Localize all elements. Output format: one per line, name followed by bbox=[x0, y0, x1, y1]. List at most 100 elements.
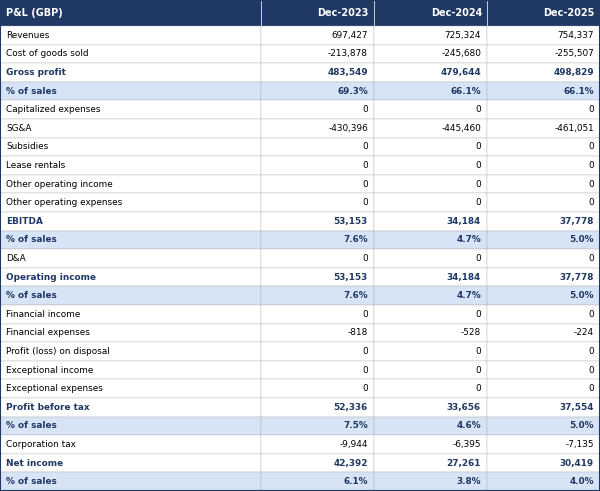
Bar bbox=[0, 342, 261, 361]
Bar bbox=[261, 175, 374, 193]
Bar bbox=[0, 398, 261, 416]
Text: 0: 0 bbox=[589, 105, 594, 114]
Text: % of sales: % of sales bbox=[6, 291, 57, 300]
Bar bbox=[374, 435, 487, 454]
Text: 0: 0 bbox=[589, 254, 594, 263]
Text: Operating income: Operating income bbox=[6, 273, 96, 282]
Bar bbox=[261, 286, 374, 305]
Bar bbox=[374, 175, 487, 193]
Bar bbox=[374, 0, 487, 26]
Text: 0: 0 bbox=[362, 198, 368, 207]
Bar bbox=[0, 63, 261, 82]
Text: 34,184: 34,184 bbox=[447, 217, 481, 226]
Bar bbox=[0, 324, 261, 342]
Bar bbox=[0, 82, 261, 100]
Text: Revenues: Revenues bbox=[6, 31, 49, 40]
Text: -6,395: -6,395 bbox=[452, 440, 481, 449]
Bar bbox=[0, 45, 261, 63]
Bar bbox=[487, 175, 600, 193]
Bar bbox=[487, 82, 600, 100]
Bar bbox=[0, 268, 261, 286]
Bar bbox=[0, 0, 261, 26]
Bar bbox=[374, 100, 487, 119]
Text: 53,153: 53,153 bbox=[334, 217, 368, 226]
Text: Subsidies: Subsidies bbox=[6, 142, 48, 151]
Bar bbox=[0, 212, 261, 231]
Bar bbox=[261, 361, 374, 380]
Bar bbox=[374, 416, 487, 435]
Text: -224: -224 bbox=[574, 328, 594, 337]
Text: 0: 0 bbox=[362, 142, 368, 151]
Text: 66.1%: 66.1% bbox=[451, 86, 481, 96]
Text: Financial expenses: Financial expenses bbox=[6, 328, 90, 337]
Text: % of sales: % of sales bbox=[6, 477, 57, 486]
Bar bbox=[261, 324, 374, 342]
Text: 4.0%: 4.0% bbox=[569, 477, 594, 486]
Text: 4.7%: 4.7% bbox=[456, 291, 481, 300]
Bar bbox=[374, 286, 487, 305]
Text: Lease rentals: Lease rentals bbox=[6, 161, 65, 170]
Bar bbox=[487, 249, 600, 268]
Text: Corporation tax: Corporation tax bbox=[6, 440, 76, 449]
Bar bbox=[487, 398, 600, 416]
Text: Other operating income: Other operating income bbox=[6, 180, 113, 189]
Bar bbox=[0, 249, 261, 268]
Text: Dec-2025: Dec-2025 bbox=[544, 8, 595, 18]
Bar bbox=[261, 26, 374, 45]
Text: Net income: Net income bbox=[6, 459, 63, 467]
Text: 7.6%: 7.6% bbox=[343, 235, 368, 245]
Text: 725,324: 725,324 bbox=[445, 31, 481, 40]
Text: 0: 0 bbox=[589, 310, 594, 319]
Bar bbox=[0, 119, 261, 137]
Text: Gross profit: Gross profit bbox=[6, 68, 66, 77]
Bar bbox=[0, 175, 261, 193]
Bar bbox=[374, 454, 487, 472]
Bar bbox=[487, 231, 600, 249]
Text: 6.1%: 6.1% bbox=[343, 477, 368, 486]
Bar bbox=[0, 435, 261, 454]
Bar bbox=[374, 324, 487, 342]
Text: -528: -528 bbox=[461, 328, 481, 337]
Bar bbox=[261, 100, 374, 119]
Text: Other operating expenses: Other operating expenses bbox=[6, 198, 122, 207]
Text: Financial income: Financial income bbox=[6, 310, 80, 319]
Bar bbox=[487, 26, 600, 45]
Text: 0: 0 bbox=[589, 142, 594, 151]
Text: 0: 0 bbox=[589, 180, 594, 189]
Bar bbox=[0, 26, 261, 45]
Text: Exceptional expenses: Exceptional expenses bbox=[6, 384, 103, 393]
Text: -818: -818 bbox=[347, 328, 368, 337]
Text: 4.7%: 4.7% bbox=[456, 235, 481, 245]
Text: -9,944: -9,944 bbox=[340, 440, 368, 449]
Text: 5.0%: 5.0% bbox=[569, 291, 594, 300]
Text: 52,336: 52,336 bbox=[334, 403, 368, 412]
Bar bbox=[374, 45, 487, 63]
Bar bbox=[0, 454, 261, 472]
Bar bbox=[0, 361, 261, 380]
Text: Cost of goods sold: Cost of goods sold bbox=[6, 50, 89, 58]
Text: 0: 0 bbox=[589, 366, 594, 375]
Text: 5.0%: 5.0% bbox=[569, 235, 594, 245]
Bar bbox=[374, 380, 487, 398]
Text: 0: 0 bbox=[362, 105, 368, 114]
Text: P&L (GBP): P&L (GBP) bbox=[6, 8, 63, 18]
Text: % of sales: % of sales bbox=[6, 421, 57, 431]
Text: % of sales: % of sales bbox=[6, 86, 57, 96]
Bar bbox=[261, 45, 374, 63]
Text: 34,184: 34,184 bbox=[447, 273, 481, 282]
Bar bbox=[261, 156, 374, 175]
Text: 37,778: 37,778 bbox=[560, 217, 594, 226]
Bar bbox=[374, 212, 487, 231]
Bar bbox=[261, 249, 374, 268]
Bar bbox=[0, 305, 261, 324]
Text: 42,392: 42,392 bbox=[334, 459, 368, 467]
Text: -255,507: -255,507 bbox=[554, 50, 594, 58]
Bar bbox=[374, 361, 487, 380]
Bar bbox=[487, 286, 600, 305]
Bar bbox=[0, 286, 261, 305]
Text: 0: 0 bbox=[475, 180, 481, 189]
Bar bbox=[487, 380, 600, 398]
Bar bbox=[261, 454, 374, 472]
Text: Profit (loss) on disposal: Profit (loss) on disposal bbox=[6, 347, 110, 356]
Text: 0: 0 bbox=[475, 105, 481, 114]
